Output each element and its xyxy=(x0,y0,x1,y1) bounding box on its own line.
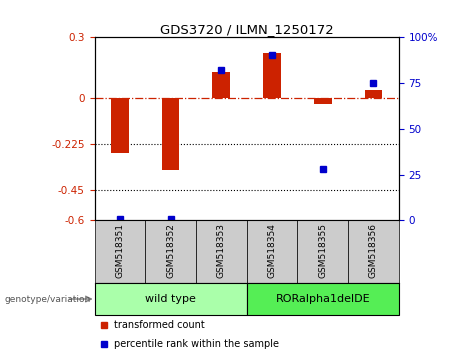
Bar xyxy=(263,53,281,98)
Bar xyxy=(247,221,297,283)
Text: transformed count: transformed count xyxy=(114,320,205,330)
Text: genotype/variation: genotype/variation xyxy=(5,295,91,303)
Bar xyxy=(196,221,247,283)
Bar xyxy=(314,98,331,104)
Bar xyxy=(348,221,399,283)
Text: GSM518356: GSM518356 xyxy=(369,223,378,278)
Bar xyxy=(95,221,145,283)
Bar xyxy=(365,90,382,98)
Title: GDS3720 / ILMN_1250172: GDS3720 / ILMN_1250172 xyxy=(160,23,333,36)
Bar xyxy=(213,72,230,98)
Bar xyxy=(162,98,179,170)
Text: RORalpha1delDE: RORalpha1delDE xyxy=(275,294,370,304)
Text: GSM518355: GSM518355 xyxy=(318,223,327,278)
Text: GSM518352: GSM518352 xyxy=(166,223,175,278)
Text: GSM518351: GSM518351 xyxy=(115,223,124,278)
Bar xyxy=(95,283,247,315)
Bar xyxy=(111,98,129,153)
Bar xyxy=(247,283,399,315)
Bar xyxy=(297,221,348,283)
Text: GSM518354: GSM518354 xyxy=(267,223,277,278)
Bar xyxy=(145,221,196,283)
Text: GSM518353: GSM518353 xyxy=(217,223,226,278)
Text: wild type: wild type xyxy=(145,294,196,304)
Text: percentile rank within the sample: percentile rank within the sample xyxy=(114,339,279,349)
